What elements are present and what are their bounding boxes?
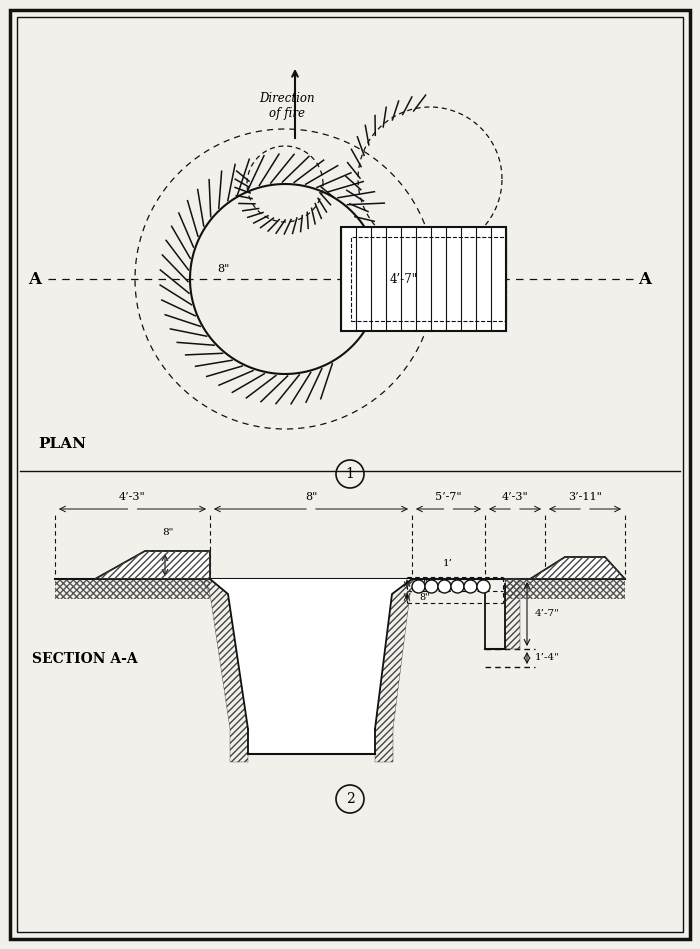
Bar [505, 579, 625, 599]
Bar [341, 227, 506, 331]
Text: 1’-4": 1’-4" [535, 654, 560, 662]
Text: 8": 8" [419, 592, 430, 602]
Text: 1: 1 [346, 467, 354, 481]
Text: SECTION A-A: SECTION A-A [32, 652, 138, 666]
Text: 5’-7": 5’-7" [435, 492, 462, 502]
Text: 2: 2 [346, 792, 354, 806]
Bar [351, 237, 506, 321]
Text: 8": 8" [217, 264, 229, 274]
Text: 8": 8" [419, 580, 430, 588]
Circle shape [477, 580, 490, 593]
Circle shape [412, 580, 425, 593]
Circle shape [438, 580, 451, 593]
Bar [55, 579, 210, 599]
Text: 4’-7": 4’-7" [390, 272, 418, 286]
Text: Direction
of fire: Direction of fire [259, 92, 315, 120]
Text: 8": 8" [162, 528, 174, 537]
Text: A: A [29, 270, 41, 288]
Polygon shape [210, 579, 412, 754]
Polygon shape [505, 557, 625, 579]
Circle shape [464, 580, 477, 593]
Text: 8": 8" [304, 492, 317, 502]
Polygon shape [95, 551, 210, 579]
Circle shape [451, 580, 464, 593]
Text: 4’-7": 4’-7" [535, 609, 560, 619]
Text: A: A [638, 270, 652, 288]
Text: 3’-11": 3’-11" [568, 492, 602, 502]
Circle shape [425, 580, 438, 593]
Text: 4’-3": 4’-3" [119, 492, 146, 502]
Text: 1’: 1’ [443, 559, 453, 568]
Text: 4’-3": 4’-3" [502, 492, 528, 502]
Text: PLAN: PLAN [38, 437, 86, 451]
